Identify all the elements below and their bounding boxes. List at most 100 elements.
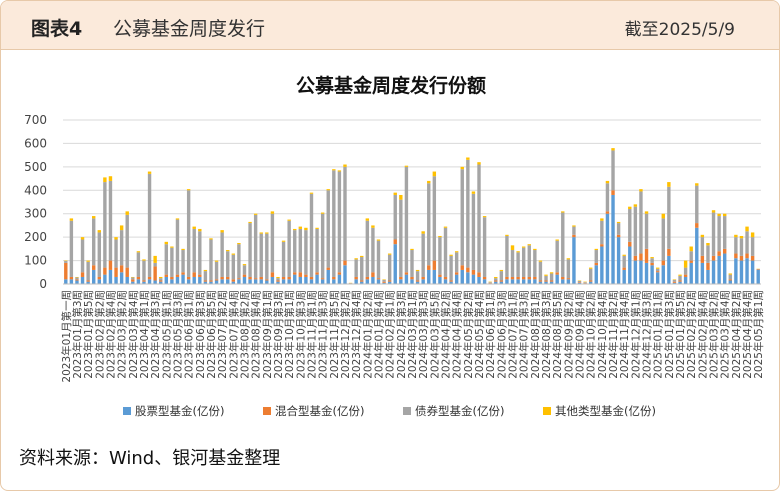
- bar-segment: [276, 281, 280, 284]
- bar-segment: [449, 280, 453, 282]
- bar-segment: [600, 246, 604, 284]
- bar-segment: [108, 176, 113, 181]
- bar-segment: [376, 239, 381, 241]
- bar-segment: [354, 276, 358, 280]
- bar-segment: [276, 276, 280, 279]
- bar-segment: [237, 279, 241, 284]
- bar-segment: [320, 278, 325, 280]
- bar-segment: [695, 185, 699, 224]
- x-tick-label: 2024年09月第4周: [574, 290, 587, 379]
- bar-segment: [494, 280, 498, 282]
- bar-segment: [672, 279, 677, 282]
- bar-segment: [588, 280, 593, 282]
- bar-segment: [449, 281, 453, 284]
- bar-segment: [192, 226, 196, 229]
- bar-segment: [594, 248, 598, 251]
- bar-segment: [460, 269, 464, 284]
- bar-segment: [605, 211, 610, 214]
- bar-segment: [728, 279, 732, 281]
- bar-segment: [198, 231, 202, 275]
- bar-segment: [521, 276, 526, 280]
- bar-segment: [650, 262, 654, 266]
- bar-segment: [281, 241, 286, 277]
- bar-segment: [287, 220, 291, 277]
- bar-segment: [510, 250, 515, 277]
- bar-segment: [209, 281, 213, 284]
- bar-segment: [499, 280, 504, 282]
- bar-segment: [159, 280, 163, 282]
- bar-segment: [293, 228, 297, 231]
- bar-segment: [203, 269, 208, 272]
- bar-segment: [337, 272, 342, 275]
- bar-segment: [376, 240, 381, 279]
- bar-segment: [700, 234, 705, 238]
- bar-segment: [667, 182, 671, 187]
- bar-segment: [605, 180, 610, 184]
- bar-segment: [304, 276, 308, 284]
- bar-segment: [220, 279, 224, 284]
- x-tick-label: 2024年03月第1周: [406, 290, 419, 379]
- bar-segment: [655, 272, 660, 284]
- bar-segment: [499, 271, 504, 281]
- bar-segment: [734, 237, 738, 254]
- bar-segment: [611, 194, 615, 284]
- bar-segment: [248, 279, 252, 284]
- bar-segment: [706, 262, 710, 270]
- bar-segment: [360, 255, 364, 258]
- bar-segment: [577, 282, 582, 284]
- bar-segment: [270, 276, 275, 284]
- x-tick-label: 2024年10月第2周: [585, 290, 598, 379]
- x-tick-label: 2024年12月第1周: [629, 290, 642, 379]
- bar-segment: [175, 274, 180, 277]
- legend-swatch: [123, 407, 131, 415]
- bar-segment: [628, 206, 632, 210]
- bar-segment: [181, 274, 185, 284]
- bar-segment: [354, 279, 358, 284]
- bar-segment: [572, 234, 576, 238]
- bar-segment: [315, 274, 319, 284]
- x-tick-label: 2024年05月第4周: [473, 290, 486, 379]
- bar-segment: [97, 230, 101, 233]
- bar-segment: [80, 239, 85, 273]
- bar-segment: [170, 279, 174, 284]
- bar-segment: [494, 281, 498, 284]
- bar-segment: [365, 218, 370, 221]
- bar-segment: [399, 279, 403, 284]
- bar-segment: [214, 280, 219, 284]
- bar-segment: [326, 269, 330, 284]
- bar-segment: [717, 216, 721, 252]
- bar-segment: [270, 213, 275, 273]
- date-note: 截至2025/5/9: [624, 20, 735, 40]
- bar-segment: [695, 227, 699, 284]
- bar-segment: [242, 265, 247, 275]
- legend-label: 股票型基金(亿份): [135, 404, 224, 418]
- bar-segment: [332, 169, 336, 171]
- legend-label: 其他类型基金(亿份): [555, 404, 656, 418]
- bar-segment: [114, 239, 118, 268]
- bar-segment: [164, 274, 169, 277]
- bar-segment: [97, 232, 101, 277]
- x-tick-label: 2023年09月第1周: [261, 290, 274, 379]
- bar-segment: [354, 258, 358, 260]
- bar-segment: [64, 261, 68, 263]
- bar-segment: [259, 279, 263, 284]
- bar-segment: [410, 279, 414, 284]
- bar-segment: [471, 191, 476, 194]
- bar-segment: [678, 274, 682, 276]
- x-tick-label: 2023年04月第3周: [149, 290, 162, 379]
- bar-segment: [387, 280, 392, 282]
- bar-segment: [293, 272, 297, 275]
- bar-segment: [64, 262, 68, 280]
- bar-segment: [454, 272, 459, 275]
- bar-segment: [466, 272, 470, 284]
- bar-segment: [739, 238, 744, 256]
- bar-segment: [421, 276, 425, 280]
- bar-segment: [131, 281, 135, 284]
- bar-segment: [633, 204, 638, 207]
- bar-segment: [432, 176, 437, 261]
- bar-segment: [734, 253, 738, 259]
- bar-segment: [739, 255, 744, 261]
- bar-segment: [577, 280, 582, 283]
- bar-segment: [588, 267, 593, 269]
- bar-segment: [683, 276, 688, 284]
